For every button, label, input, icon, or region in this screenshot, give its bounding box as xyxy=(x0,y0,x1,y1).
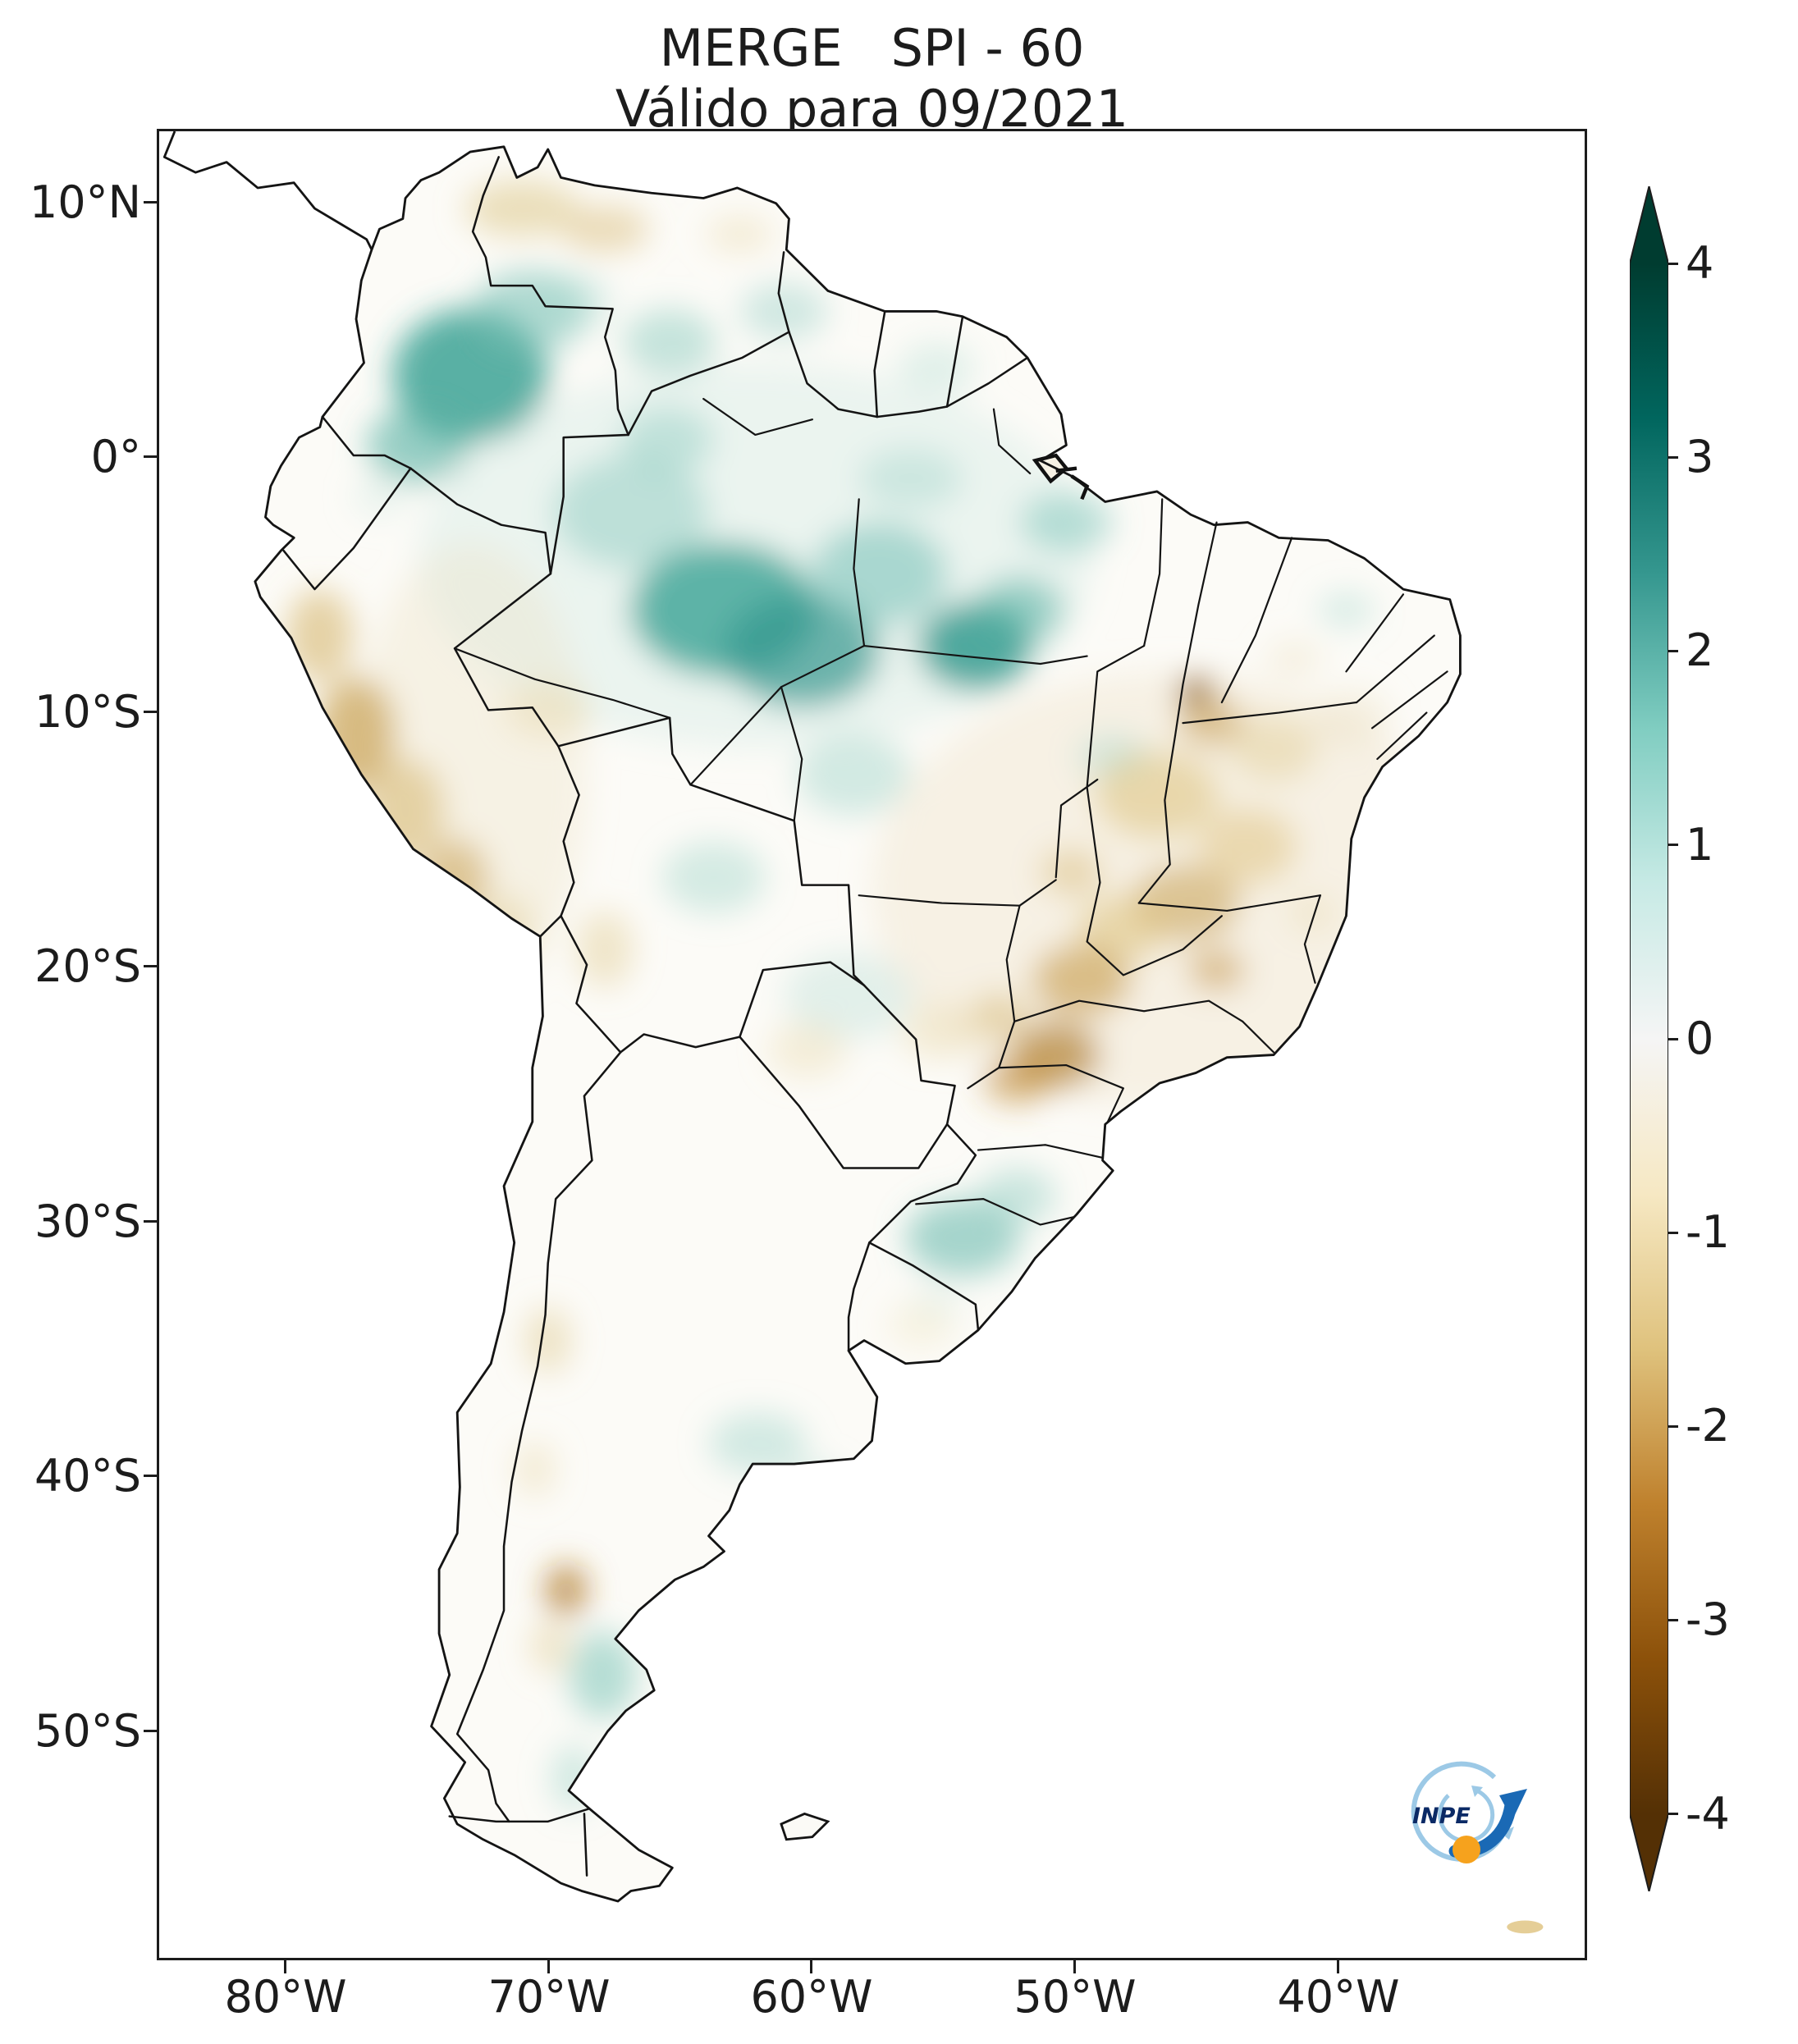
south-america-map xyxy=(162,131,1544,1934)
data-speck xyxy=(1507,1920,1544,1934)
colorbar xyxy=(1630,186,1668,1891)
y-tick-label: 50°S xyxy=(34,1705,141,1757)
colorbar-tick-mark xyxy=(1668,1425,1678,1428)
x-tick-label: 40°W xyxy=(1277,1971,1400,2023)
logo-outer-arrowhead xyxy=(1501,1827,1514,1840)
logo-swoosh-arrowhead xyxy=(1499,1789,1527,1820)
y-tick-label: 30°S xyxy=(34,1196,141,1247)
colorbar-tick-label: 1 xyxy=(1686,819,1714,871)
tick-mark xyxy=(144,455,157,458)
y-tick-label: 10°N xyxy=(29,176,141,228)
x-tick-label: 70°W xyxy=(487,1971,611,2023)
y-tick-label: 0° xyxy=(90,431,141,482)
inpe-logo-text: INPE xyxy=(1412,1804,1471,1829)
tick-mark xyxy=(144,1730,157,1732)
tick-mark xyxy=(144,711,157,713)
tick-mark xyxy=(144,1475,157,1477)
continent-outline xyxy=(254,145,1462,1903)
x-tick-label: 60°W xyxy=(750,1971,873,2023)
tick-mark xyxy=(1337,1960,1339,1973)
colorbar-tick-mark xyxy=(1668,1038,1678,1040)
logo-inner-arrowhead xyxy=(1471,1786,1483,1797)
tick-mark xyxy=(144,1220,157,1223)
inpe-logo: INPE xyxy=(1411,1761,1527,1863)
colorbar-tick-label: 4 xyxy=(1686,237,1714,289)
tick-mark xyxy=(284,1960,286,1973)
colorbar-tick-label: 3 xyxy=(1686,431,1714,482)
map-plot-area xyxy=(157,129,1587,1960)
island-outline xyxy=(780,1812,830,1841)
logo-orange-dot xyxy=(1453,1836,1480,1863)
y-tick-label: 20°S xyxy=(34,940,141,992)
colorbar-tick-label: -2 xyxy=(1686,1400,1730,1452)
y-tick-label: 10°S xyxy=(34,686,141,738)
figure-title: MERGE SPI - 60 xyxy=(659,18,1085,78)
colorbar-tick-mark xyxy=(1668,263,1678,265)
x-tick-label: 80°W xyxy=(224,1971,347,2023)
colorbar-gradient xyxy=(1630,263,1668,1814)
colorbar-tick-label: -1 xyxy=(1686,1206,1730,1258)
tick-mark xyxy=(547,1960,550,1973)
colorbar-tick-label: -3 xyxy=(1686,1594,1730,1645)
panama-coastline xyxy=(162,131,373,250)
tick-mark xyxy=(1073,1960,1076,1973)
colorbar-tick-mark xyxy=(1668,1813,1678,1815)
colorbar-tick-mark xyxy=(1668,844,1678,846)
tick-mark xyxy=(144,965,157,967)
tick-mark xyxy=(810,1960,812,1973)
colorbar-tick-label: 0 xyxy=(1686,1013,1714,1064)
colorbar-tick-label: -4 xyxy=(1686,1788,1730,1840)
state-borders xyxy=(453,397,1448,1226)
logo-outer-arc xyxy=(1411,1761,1508,1862)
tick-mark xyxy=(144,201,157,203)
colorbar-over-triangle xyxy=(1630,186,1668,263)
colorbar-under-triangle xyxy=(1630,1814,1668,1891)
colorbar-tick-mark xyxy=(1668,1232,1678,1234)
colorbar-tick-mark xyxy=(1668,456,1678,459)
y-tick-label: 40°S xyxy=(34,1450,141,1502)
colorbar-tick-mark xyxy=(1668,650,1678,652)
colorbar-tick-label: 2 xyxy=(1686,624,1714,676)
country-borders xyxy=(282,156,1029,1877)
colorbar-tick-mark xyxy=(1668,1619,1678,1621)
x-tick-label: 50°W xyxy=(1013,1971,1137,2023)
figure-subtitle: Válido para 09/2021 xyxy=(615,79,1129,139)
